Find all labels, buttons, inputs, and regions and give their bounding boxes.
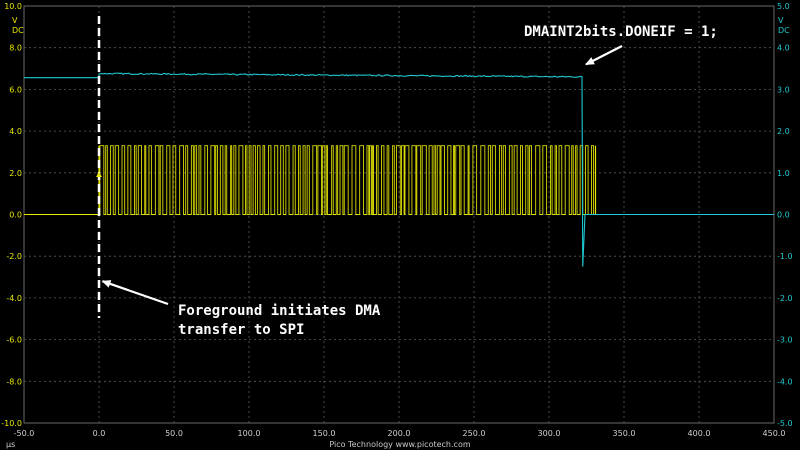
right-axis-unit-top: V [778, 16, 784, 25]
annotations: DMAINT2bits.DONEIF = 1; Foreground initia… [96, 16, 718, 338]
x-axis-tick-label: 0.0 [93, 429, 106, 438]
right-axis-tick-label: -1.0 [777, 252, 793, 261]
yellow-trace-spi-burst [99, 145, 596, 215]
annotation-foreground-arrow [101, 280, 169, 306]
left-axis-tick-label: -8.0 [6, 377, 22, 386]
left-axis-unit-top: V [12, 16, 18, 25]
annotation-foreground-line: Foreground initiates DMA [178, 303, 381, 319]
x-axis-tick-label: 450.0 [763, 429, 786, 438]
left-axis-tick-label: -6.0 [6, 336, 22, 345]
right-axis-tick-label: 0.0 [777, 211, 790, 220]
trigger-point-marker [96, 171, 102, 177]
annotation-doneif-arrow [585, 45, 623, 66]
left-axis-tick-label: 10.0 [4, 2, 22, 11]
right-axis-tick-label: 3.0 [777, 85, 790, 94]
x-axis-tick-label: 250.0 [463, 429, 486, 438]
right-axis-tick-label: -2.0 [777, 294, 793, 303]
x-axis-tick-label: 150.0 [313, 429, 336, 438]
left-axis-tick-label: 6.0 [9, 85, 22, 94]
right-axis-tick-label: 1.0 [777, 169, 790, 178]
left-axis-tick-label: 0.0 [9, 211, 22, 220]
right-axis-unit-bottom: DC [778, 26, 790, 35]
right-axis-tick-label: 4.0 [777, 44, 790, 53]
annotation-doneif: DMAINT2bits.DONEIF = 1; [524, 24, 718, 40]
cyan-trace [24, 72, 774, 267]
x-axis-tick-label: 400.0 [688, 429, 711, 438]
x-axis-tick-label: 100.0 [238, 429, 261, 438]
right-axis-tick-label: -4.0 [777, 377, 793, 386]
right-axis-tick-label: -5.0 [777, 419, 793, 428]
left-axis-tick-label: -2.0 [6, 252, 22, 261]
left-axis-unit-bottom: DC [12, 26, 24, 35]
x-axis-tick-label: 50.0 [165, 429, 183, 438]
left-axis-tick-label: 4.0 [9, 127, 22, 136]
left-axis-tick-label: -10.0 [1, 419, 22, 428]
x-axis-unit: µs [6, 440, 15, 449]
footer-credit: Pico Technology www.picotech.com [329, 440, 470, 449]
x-axis-tick-label: 350.0 [613, 429, 636, 438]
annotation-foreground-line: transfer to SPI [178, 322, 304, 338]
x-axis-tick-label: 300.0 [538, 429, 561, 438]
x-axis-tick-label: 200.0 [388, 429, 411, 438]
x-axis-tick-label: -50.0 [14, 429, 35, 438]
right-axis-tick-label: 2.0 [777, 127, 790, 136]
right-axis-tick-label: 5.0 [777, 2, 790, 11]
left-axis-tick-label: 2.0 [9, 169, 22, 178]
left-axis-tick-label: 8.0 [9, 44, 22, 53]
right-axis-tick-label: -3.0 [777, 336, 793, 345]
left-axis-tick-label: -4.0 [6, 294, 22, 303]
